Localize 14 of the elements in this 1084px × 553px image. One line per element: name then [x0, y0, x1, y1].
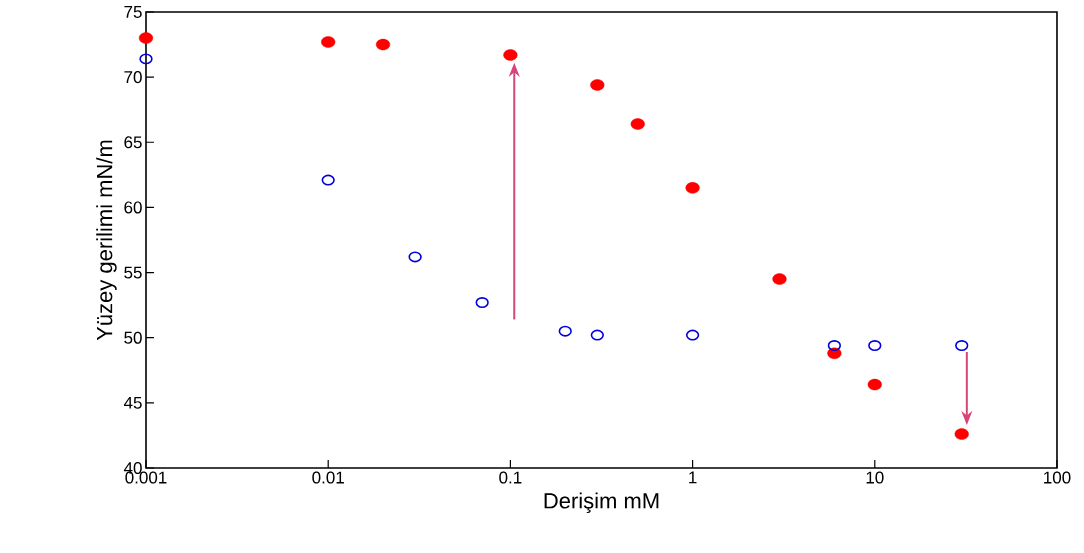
x-axis-title: Derişim mM [544, 492, 659, 514]
y-tick-label: 65 [124, 136, 142, 149]
y-tick-label: 70 [124, 71, 142, 84]
y-tick-label: 50 [124, 331, 142, 344]
y-axis-title: Yüzey gerilimi mN/m [96, 140, 117, 341]
x-tick-label: 1 [689, 471, 697, 484]
y-tick-label: 60 [124, 201, 142, 214]
x-tick-label: 100 [1044, 471, 1071, 484]
x-tick-label: 0.1 [499, 471, 522, 484]
y-tick-label: 45 [123, 396, 142, 409]
y-tick-label: 75 [124, 6, 142, 18]
x-tick-label: 10 [866, 471, 884, 484]
y-tick-label: 55 [124, 266, 142, 279]
x-tick-label: 0.01 [312, 471, 344, 484]
